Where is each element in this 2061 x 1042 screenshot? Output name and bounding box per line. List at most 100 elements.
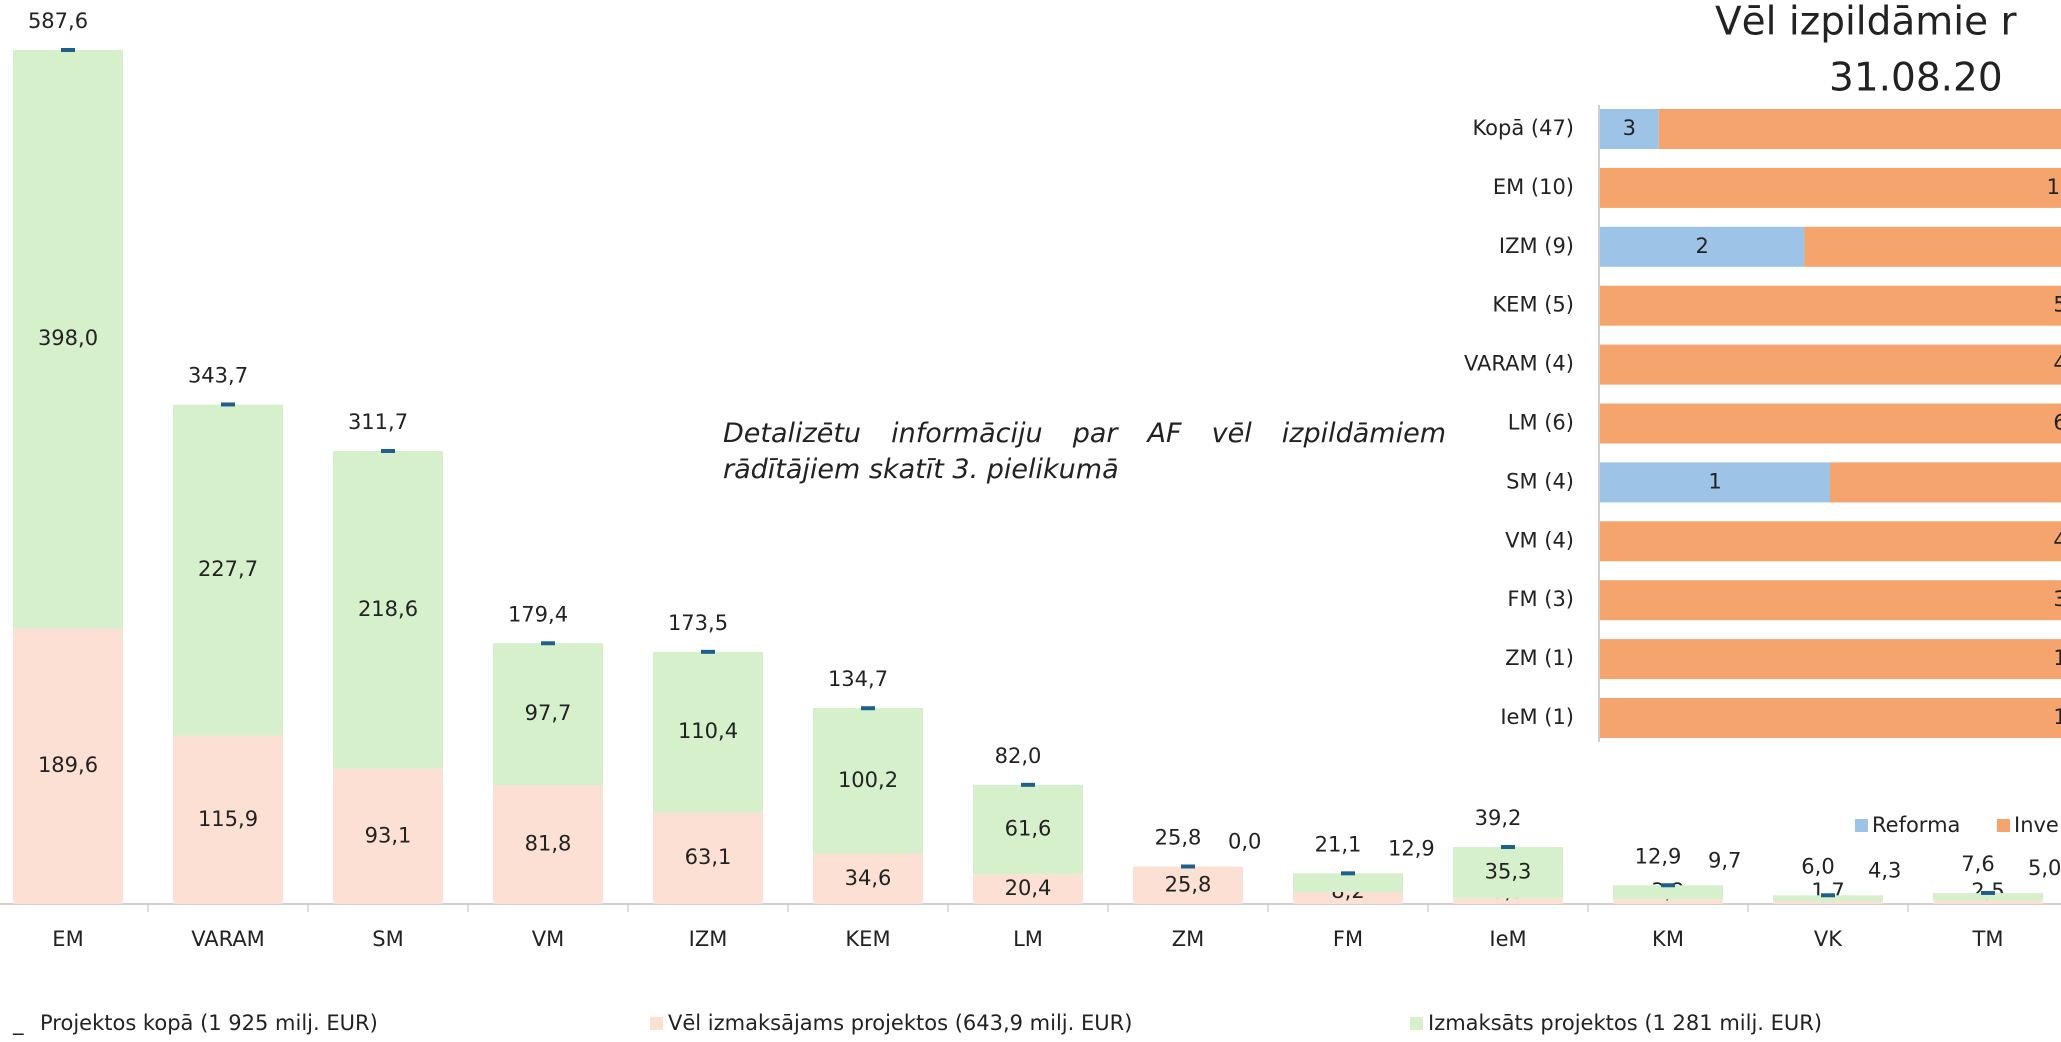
bar-segment: [1773, 901, 1883, 904]
data-label: 6: [2053, 411, 2061, 435]
bar-segment: [1453, 847, 1563, 899]
data-label: 4,3: [1868, 858, 1901, 882]
total-label: 311,7: [348, 410, 408, 434]
bar-segment: [653, 812, 763, 904]
total-label: 587,6: [28, 9, 88, 33]
data-label: 1: [2053, 646, 2061, 670]
data-label: 4: [2053, 528, 2061, 552]
bar-segment: [653, 651, 763, 813]
bar-segment: [173, 735, 283, 904]
x-tick-label: FM: [1333, 927, 1363, 951]
data-label: 5: [2053, 293, 2061, 317]
bar-segment: [1658, 109, 2061, 149]
data-label: 10: [2047, 175, 2061, 199]
inset-title: Vēl izpildāmie r: [1715, 0, 2018, 45]
data-label: 0,0: [1228, 830, 1261, 854]
bar-segment: [493, 643, 603, 786]
y-tick-label: FM (3): [1507, 587, 1574, 611]
legend-swatch: [1410, 1017, 1423, 1030]
bar-segment: [1600, 403, 2061, 444]
x-tick-label: IeM: [1489, 927, 1526, 951]
legend-label: Izmaksāts projektos (1 281 milj. EUR): [1428, 1011, 1822, 1035]
bar-segment: [1600, 639, 2061, 680]
x-tick-label: TM: [1972, 927, 2004, 951]
bar-segment: [173, 404, 283, 736]
data-label: 34,6: [845, 866, 892, 890]
bar-segment: [13, 628, 123, 904]
y-tick-label: IZM (9): [1499, 234, 1574, 258]
bar-segment: [1613, 899, 1723, 904]
x-tick-label: VK: [1814, 927, 1843, 951]
bar-segment: [973, 874, 1083, 904]
data-label: 2: [1696, 234, 1709, 258]
legend-label: Reforma: [1872, 813, 1960, 837]
bar-segment: [1453, 898, 1563, 904]
bar-segment: [813, 708, 923, 854]
bar-segment: [1293, 892, 1403, 904]
total-label: 7,6: [1961, 852, 1994, 876]
data-label: 63,1: [685, 845, 732, 869]
bar-segment: [813, 853, 923, 904]
data-label: 100,2: [838, 768, 898, 792]
bar-segment: [13, 50, 123, 629]
bar-segment: [1933, 893, 2043, 901]
data-label: 25,8: [1165, 872, 1212, 896]
legend-swatch: [1997, 819, 2010, 832]
data-label: 4: [2053, 352, 2061, 376]
y-tick-label: IeM (1): [1500, 705, 1574, 729]
total-label: 134,7: [828, 667, 888, 691]
y-tick-label: KEM (5): [1492, 293, 1574, 317]
data-label: 97,7: [525, 701, 572, 725]
bar-segment: [1600, 226, 1805, 267]
total-label: 82,0: [995, 744, 1042, 768]
x-tick-label: IZM: [689, 927, 728, 951]
legend-label: Inve: [2014, 813, 2059, 837]
data-label: 189,6: [38, 753, 98, 777]
bar-segment: [1600, 521, 2061, 562]
x-tick-label: VARAM: [191, 927, 265, 951]
data-label: 398,0: [38, 326, 98, 350]
total-label: 173,5: [668, 611, 728, 635]
legend-label: Vēl izmaksājams projektos (643,9 milj. E…: [668, 1011, 1132, 1035]
data-label: 218,6: [358, 597, 418, 621]
bar-segment: [1293, 873, 1403, 893]
y-tick-label: Kopā (47): [1472, 116, 1574, 140]
y-tick-label: LM (6): [1508, 411, 1574, 435]
bar-segment: [1613, 885, 1723, 900]
x-tick-label: KM: [1652, 927, 1684, 951]
data-label: 115,9: [198, 807, 258, 831]
total-label: 12,9: [1635, 844, 1682, 868]
data-label: 227,7: [198, 557, 258, 581]
bar-segment: [333, 450, 443, 769]
x-tick-label: ZM: [1172, 927, 1205, 951]
bar-segment: [333, 768, 443, 904]
x-tick-label: EM: [52, 927, 83, 951]
x-tick-label: LM: [1013, 927, 1043, 951]
data-label: 110,4: [678, 719, 738, 743]
data-label: 1: [1708, 469, 1721, 493]
total-label: 179,4: [508, 602, 568, 626]
bar-segment: [973, 784, 1083, 875]
total-label: 21,1: [1315, 832, 1362, 856]
data-label: 9,7: [1708, 848, 1741, 872]
bar-segment: [1804, 226, 2061, 267]
bar-segment: [1933, 900, 2043, 904]
data-label: 5,0: [2028, 856, 2061, 880]
bar-segment: [1600, 285, 2061, 326]
legend-label: Projektos kopā (1 925 milj. EUR): [40, 1011, 378, 1035]
data-label: 81,8: [525, 832, 572, 856]
legend-swatch: [650, 1017, 663, 1030]
y-tick-label: EM (10): [1493, 175, 1574, 199]
total-label: 6,0: [1801, 854, 1834, 878]
legend-swatch: [1855, 819, 1868, 832]
data-label: 3: [1623, 116, 1636, 140]
y-tick-label: VARAM (4): [1464, 352, 1574, 376]
bar-segment: [1600, 580, 2061, 621]
data-label: 35,3: [1485, 860, 1532, 884]
annotation: Detalizētu informāciju par AF vēl izpild…: [723, 418, 1446, 485]
total-label: 343,7: [188, 363, 248, 387]
bar-segment: [1773, 895, 1883, 902]
bar-segment: [1600, 167, 2061, 208]
